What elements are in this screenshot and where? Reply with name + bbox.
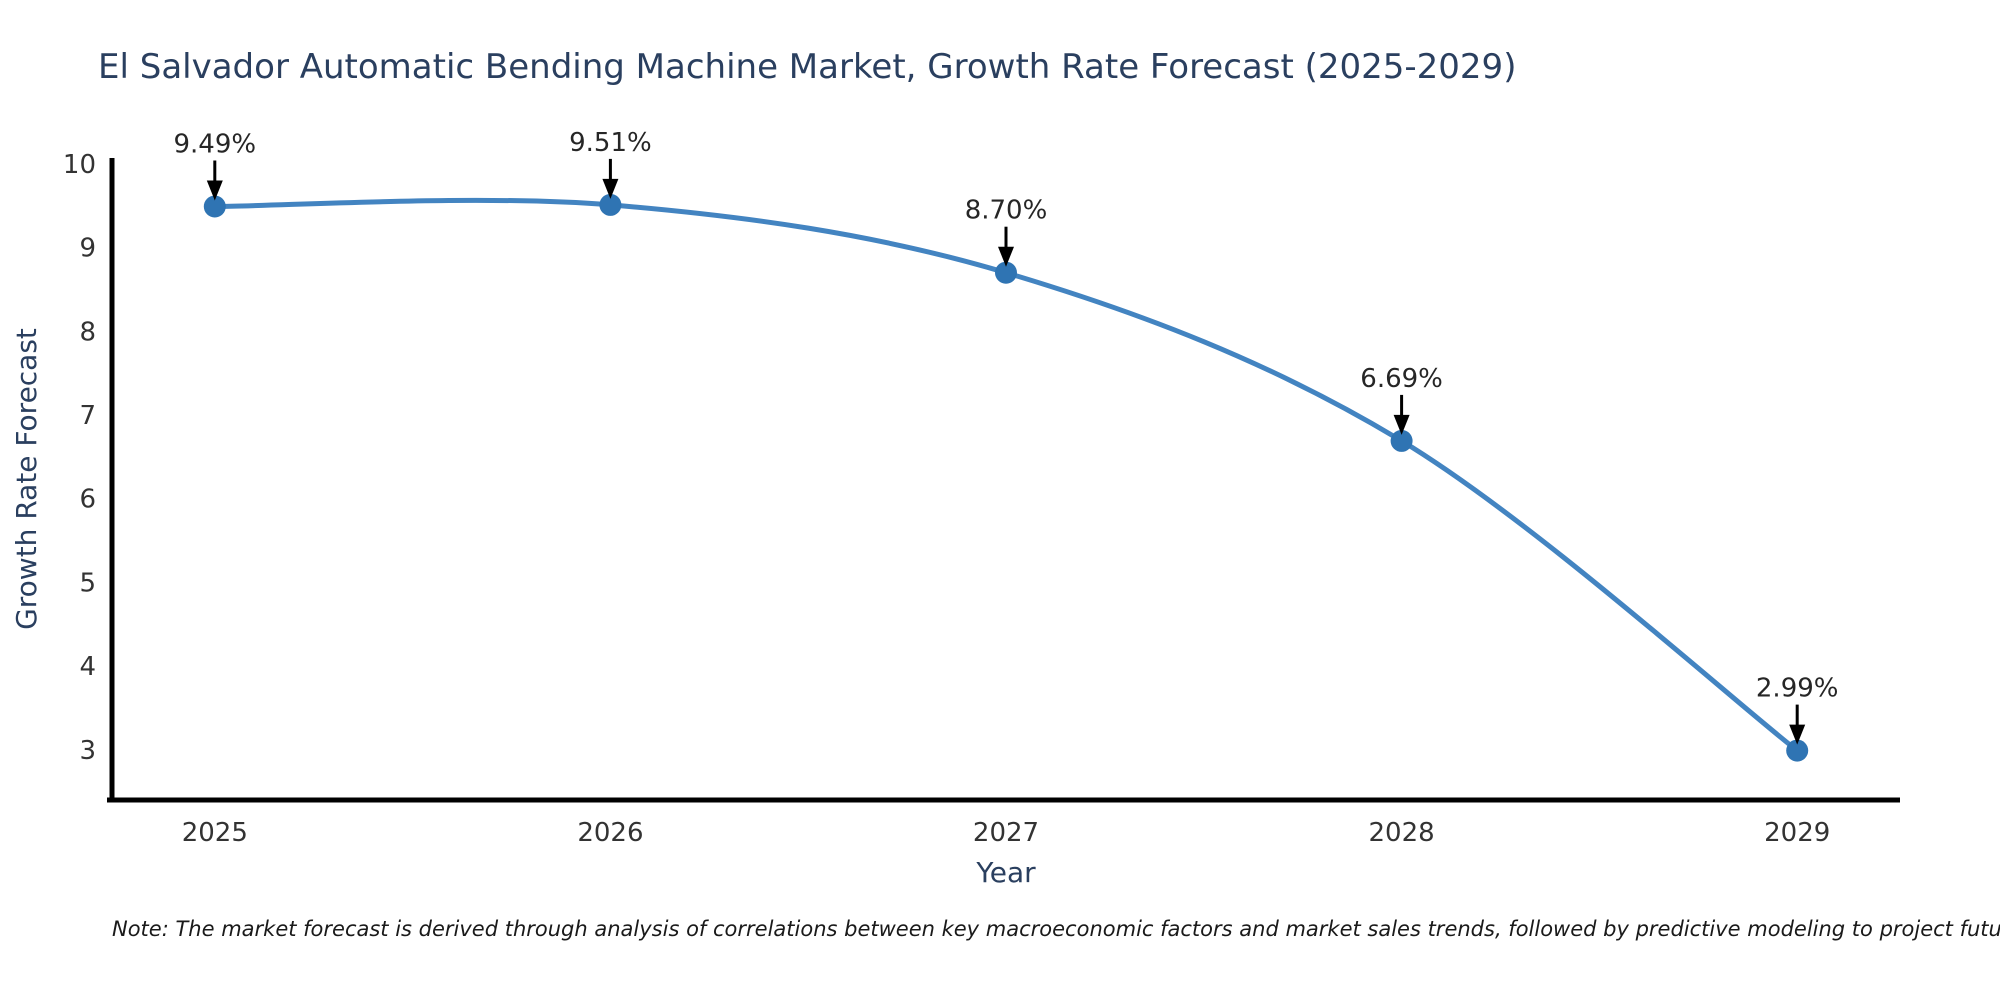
annotation-label: 2.99% (1756, 674, 1839, 704)
y-tick-label: 10 (63, 150, 96, 180)
x-tick-label: 2026 (577, 818, 643, 848)
annotation-arrow-head (1789, 724, 1806, 745)
y-tick-label: 7 (79, 401, 96, 431)
data-point-marker (599, 193, 622, 216)
data-point-marker (203, 195, 226, 218)
annotation-label: 8.70% (965, 196, 1048, 226)
plot-area: 10 9 8 7 6 5 4 3 2025 2026 2027 2028 2029 9.49% 9.51… (63, 128, 1900, 848)
y-axis-tick-labels: 10 9 8 7 6 5 4 3 (63, 150, 96, 766)
data-point-marker (1390, 429, 1413, 452)
annotation-label: 6.69% (1360, 364, 1443, 394)
x-tick-label: 2029 (1764, 818, 1830, 848)
annotation-label: 9.51% (569, 128, 652, 158)
annotation-label: 9.49% (173, 130, 256, 160)
y-tick-label: 6 (79, 485, 96, 515)
data-point-markers (203, 193, 1809, 762)
data-point-marker (1786, 739, 1809, 762)
x-tick-label: 2025 (182, 818, 248, 848)
x-axis-tick-labels: 2025 2026 2027 2028 2029 (182, 818, 1831, 848)
y-tick-label: 9 (79, 234, 96, 264)
annotation-arrow-head (602, 178, 619, 199)
point-annotations: 9.49% 9.51% 8.70% 6.69% 2.99% (173, 128, 1839, 745)
data-point-marker (995, 261, 1017, 284)
footnote: Note: The market forecast is derived thr… (112, 917, 2000, 941)
y-axis-title: Growth Rate Forecast (10, 328, 43, 630)
y-tick-label: 3 (79, 736, 96, 766)
y-tick-label: 4 (79, 652, 96, 682)
annotation-arrow-head (1393, 414, 1410, 435)
x-tick-label: 2028 (1369, 818, 1435, 848)
x-tick-label: 2027 (973, 818, 1039, 848)
annotation-arrow-head (206, 180, 223, 201)
y-tick-label: 8 (79, 317, 96, 347)
annotation-arrow-head (998, 246, 1014, 267)
y-tick-label: 5 (79, 568, 96, 598)
chart-title: El Salvador Automatic Bending Machine Ma… (98, 47, 1516, 87)
x-axis-title: Year (975, 856, 1036, 889)
